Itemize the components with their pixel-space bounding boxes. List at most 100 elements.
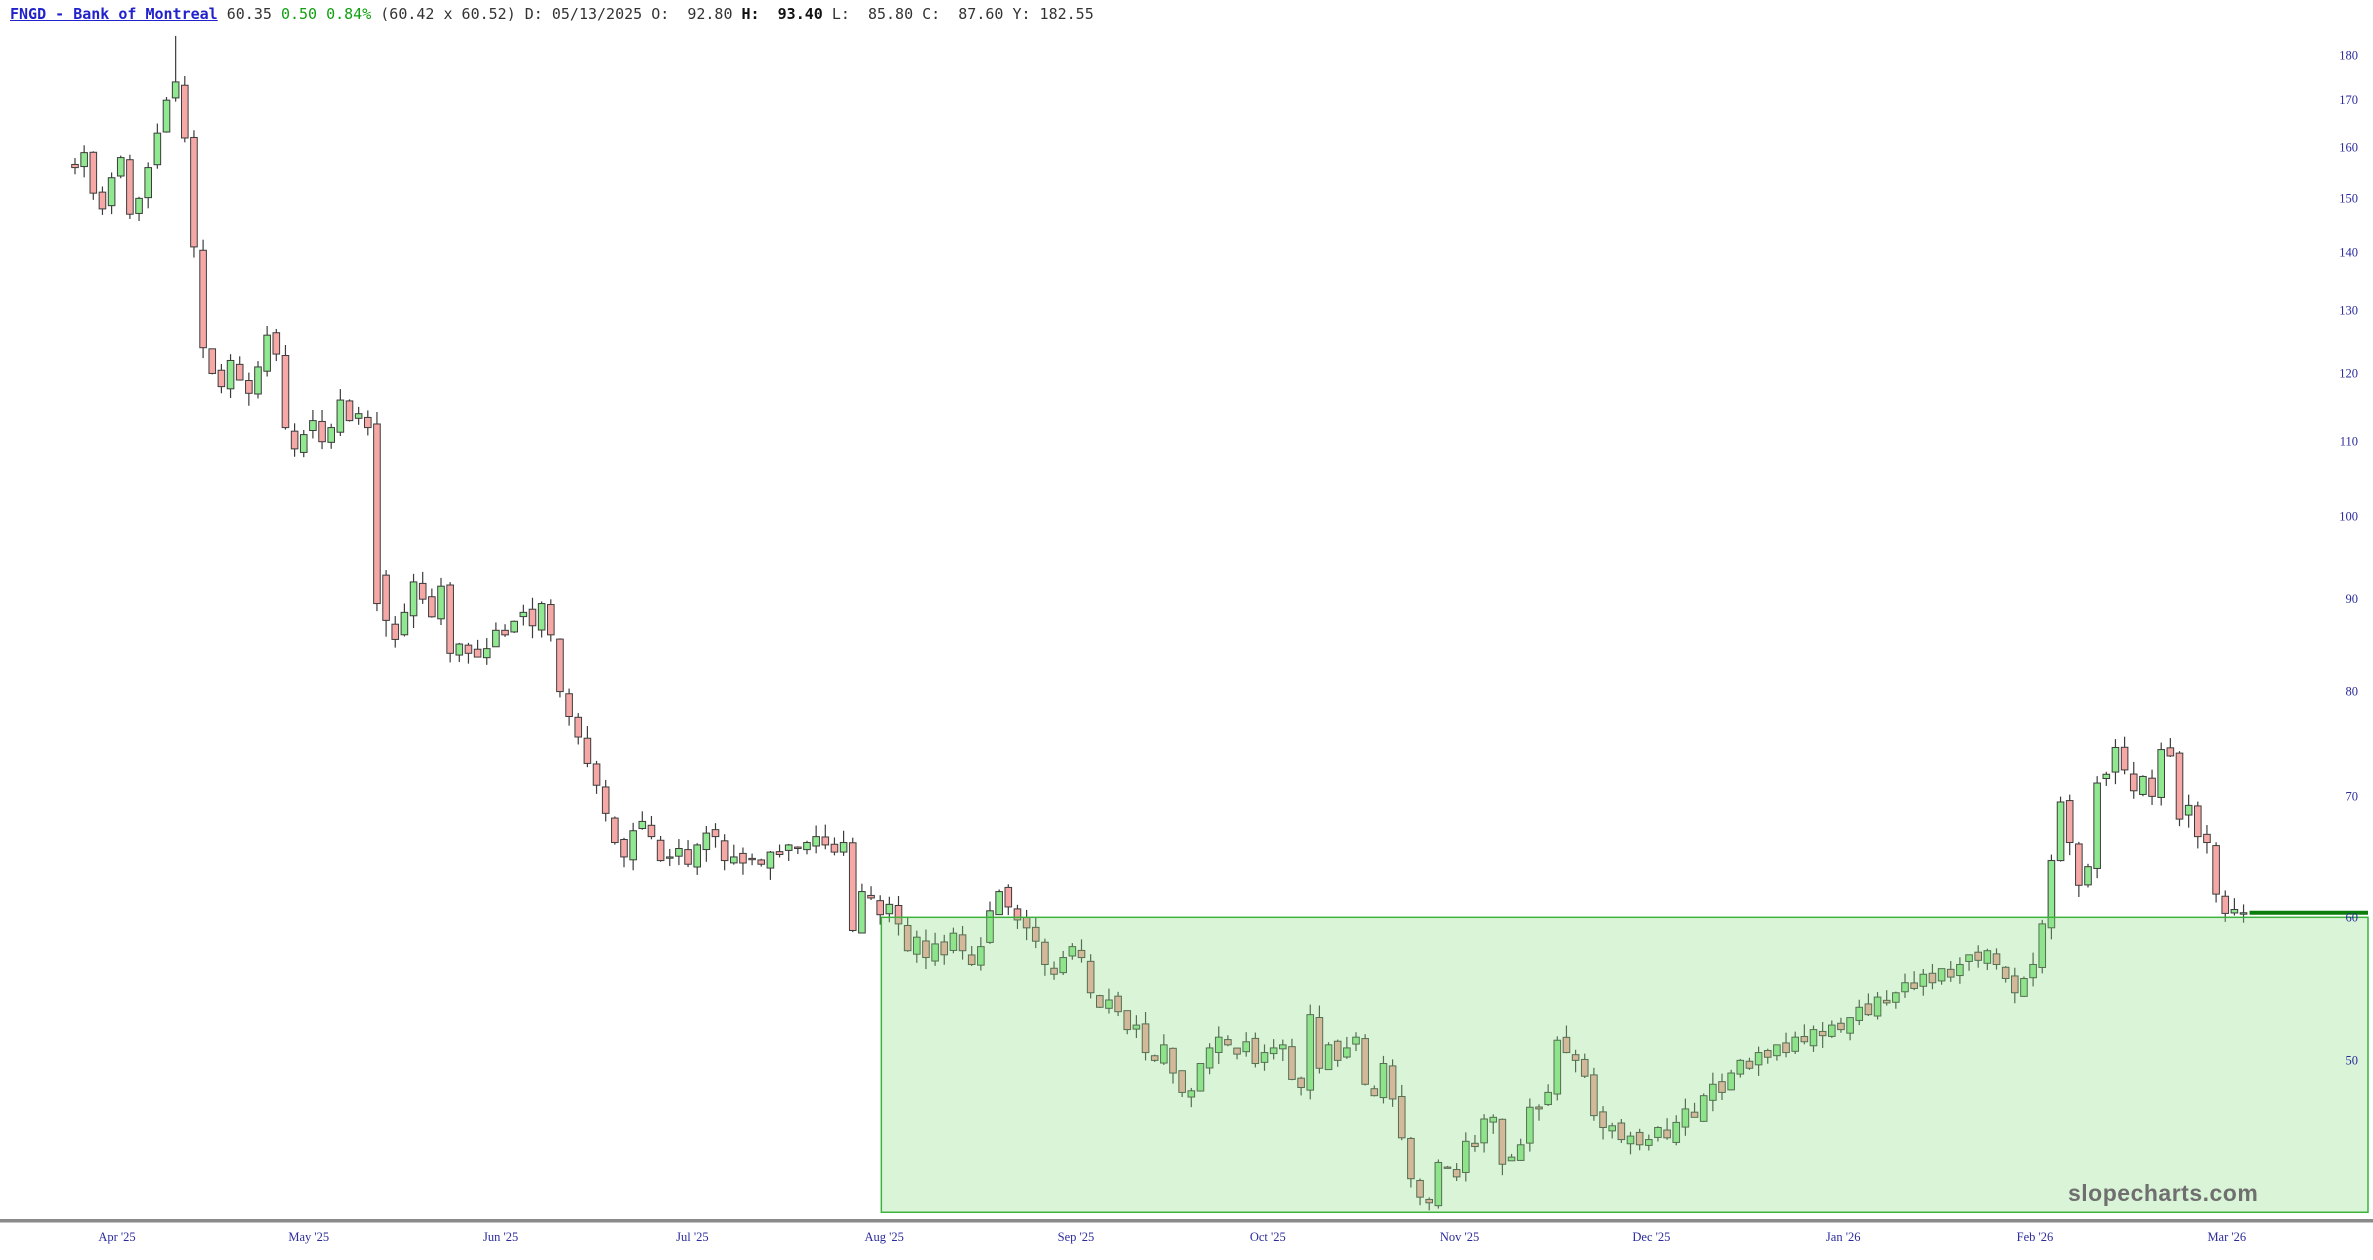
candle-body[interactable] xyxy=(1837,1022,1845,1031)
candle-body[interactable] xyxy=(1946,968,1955,978)
candle-body[interactable] xyxy=(235,363,244,381)
candle-body[interactable] xyxy=(565,693,573,718)
candle-body[interactable] xyxy=(1873,996,1882,1017)
candle-body[interactable] xyxy=(327,427,335,443)
candle-body[interactable] xyxy=(1745,1060,1754,1069)
candle-body[interactable] xyxy=(1031,926,1040,942)
candle-body[interactable] xyxy=(153,132,162,166)
candle-body[interactable] xyxy=(693,844,702,868)
candle-body[interactable] xyxy=(1306,1014,1315,1091)
candle-body[interactable] xyxy=(1416,1179,1424,1198)
candle-body[interactable] xyxy=(1709,1083,1717,1101)
candle-body[interactable] xyxy=(684,849,692,865)
candle-body[interactable] xyxy=(2139,775,2147,795)
candle-body[interactable] xyxy=(2239,912,2248,915)
candle-body[interactable] xyxy=(1041,941,1049,965)
candle-body[interactable] xyxy=(1773,1044,1781,1057)
candle-body[interactable] xyxy=(940,941,949,956)
candle-body[interactable] xyxy=(1086,960,1095,994)
candle-body[interactable] xyxy=(574,716,583,738)
candle-body[interactable] xyxy=(1562,1036,1571,1054)
candle-body[interactable] xyxy=(1699,1095,1708,1122)
candle-body[interactable] xyxy=(1196,1063,1205,1092)
candle-body[interactable] xyxy=(364,416,372,429)
candle-body[interactable] xyxy=(629,830,637,861)
candle-body[interactable] xyxy=(1251,1037,1260,1065)
candle-body[interactable] xyxy=(848,842,857,932)
candle-body[interactable] xyxy=(2203,833,2211,844)
candle-body[interactable] xyxy=(1141,1023,1150,1054)
candle-body[interactable] xyxy=(1288,1046,1296,1080)
candle-body[interactable] xyxy=(1343,1047,1351,1058)
candle-body[interactable] xyxy=(418,582,427,600)
candle-body[interactable] xyxy=(226,359,235,390)
candle-body[interactable] xyxy=(1818,1030,1827,1037)
candle-body[interactable] xyxy=(1864,1003,1873,1016)
candle-body[interactable] xyxy=(1956,963,1964,977)
candle-body[interactable] xyxy=(1105,999,1113,1009)
candle-body[interactable] xyxy=(2075,843,2083,886)
candle-body[interactable] xyxy=(89,151,98,194)
candle-body[interactable] xyxy=(995,891,1003,916)
candle-body[interactable] xyxy=(144,167,152,199)
candle-body[interactable] xyxy=(2157,749,2165,798)
candle-body[interactable] xyxy=(1498,1118,1507,1165)
candle-body[interactable] xyxy=(1297,1077,1305,1089)
candle-body[interactable] xyxy=(528,608,537,627)
candle-body[interactable] xyxy=(2056,801,2065,862)
candle-body[interactable] xyxy=(1050,967,1058,975)
candle-body[interactable] xyxy=(784,844,793,851)
candle-body[interactable] xyxy=(1068,946,1077,957)
candle-body[interactable] xyxy=(720,840,729,862)
candle-body[interactable] xyxy=(1279,1044,1287,1050)
candle-body[interactable] xyxy=(675,847,683,857)
candle-body[interactable] xyxy=(1800,1036,1809,1043)
candle-body[interactable] xyxy=(1370,1088,1379,1097)
candle-body[interactable] xyxy=(1471,1142,1479,1148)
candle-body[interactable] xyxy=(931,943,939,962)
candle-body[interactable] xyxy=(391,623,400,640)
candle-body[interactable] xyxy=(190,136,198,248)
candle-body[interactable] xyxy=(1397,1096,1406,1139)
candle-body[interactable] xyxy=(1965,954,1973,962)
candle-body[interactable] xyxy=(464,644,473,654)
candle-body[interactable] xyxy=(1077,949,1086,959)
candle-body[interactable] xyxy=(1663,1129,1671,1139)
candle-body[interactable] xyxy=(473,648,482,658)
candle-body[interactable] xyxy=(2011,975,2019,994)
candle-body[interactable] xyxy=(1809,1029,1818,1047)
candle-body[interactable] xyxy=(1352,1036,1360,1045)
candle-body[interactable] xyxy=(437,585,445,620)
candle-body[interactable] xyxy=(1617,1122,1626,1141)
candle-body[interactable] xyxy=(1443,1166,1452,1169)
candle-body[interactable] xyxy=(510,620,518,633)
candle-body[interactable] xyxy=(913,936,921,955)
candle-body[interactable] xyxy=(739,852,747,864)
candle-body[interactable] xyxy=(547,604,555,636)
candle-body[interactable] xyxy=(1782,1042,1790,1054)
candle-body[interactable] xyxy=(812,836,820,847)
candle-body[interactable] xyxy=(290,430,299,450)
candle-body[interactable] xyxy=(1553,1039,1562,1095)
candle-body[interactable] xyxy=(336,399,345,433)
candle-body[interactable] xyxy=(382,574,390,621)
candle-body[interactable] xyxy=(2221,895,2230,914)
candle-body[interactable] xyxy=(1635,1131,1644,1146)
candle-body[interactable] xyxy=(1361,1038,1369,1085)
candle-body[interactable] xyxy=(1333,1040,1342,1061)
candle-body[interactable] xyxy=(620,839,628,858)
candle-body[interactable] xyxy=(263,334,271,372)
candle-body[interactable] xyxy=(1379,1063,1388,1099)
candle-body[interactable] xyxy=(1882,999,1891,1004)
candle-body[interactable] xyxy=(967,954,976,965)
candle-body[interactable] xyxy=(1123,1010,1132,1031)
candle-body[interactable] xyxy=(702,832,711,851)
candle-body[interactable] xyxy=(922,940,930,959)
candle-body[interactable] xyxy=(1974,951,1983,961)
candle-body[interactable] xyxy=(2129,773,2138,792)
candle-body[interactable] xyxy=(1654,1127,1662,1138)
candle-body[interactable] xyxy=(1434,1161,1443,1207)
candle-body[interactable] xyxy=(885,903,894,915)
candle-body[interactable] xyxy=(2084,866,2092,886)
